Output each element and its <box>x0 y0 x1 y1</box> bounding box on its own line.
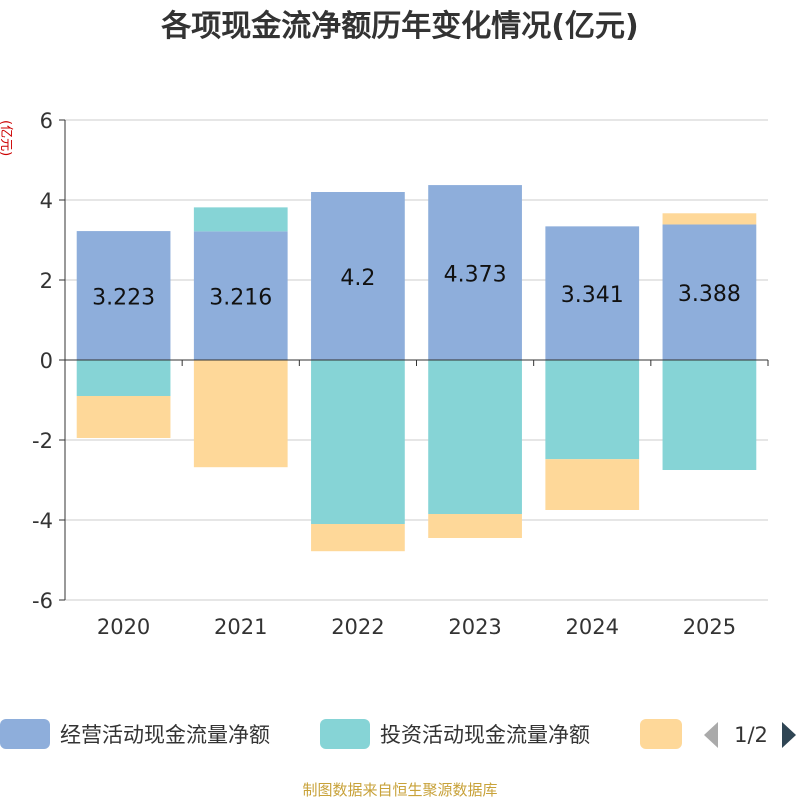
data-label-2024: 3.341 <box>561 283 624 308</box>
y-tick-label: -2 <box>32 429 53 453</box>
bar-2020-series-0 <box>76 231 171 360</box>
data-label-2021: 3.216 <box>209 286 272 311</box>
data-labels-layer: 3.223 3.216 4.2 4.373 3.341 3.388 <box>92 263 741 311</box>
y-tick-label: 2 <box>40 269 53 293</box>
x-tick-label-2023: 2023 <box>448 615 501 639</box>
legend-item-financing[interactable] <box>640 719 682 749</box>
y-tick-label: -6 <box>32 589 53 613</box>
y-tick-label: 0 <box>40 349 53 373</box>
source-footer: 制图数据来自恒生聚源数据库 <box>302 781 497 799</box>
x-tick-label-2025: 2025 <box>683 615 736 639</box>
bar-2021-series-0 <box>193 231 288 360</box>
legend: 经营活动现金流量净额 投资活动现金流量净额 1/2 <box>0 719 796 749</box>
bar-2025-series-2 <box>662 213 757 225</box>
data-label-2023: 4.373 <box>444 263 507 288</box>
bar-2020-series-1 <box>76 360 171 396</box>
data-label-2022: 4.2 <box>340 266 375 291</box>
bar-2024-series-1 <box>545 360 640 460</box>
legend-prev-page-icon[interactable] <box>704 722 718 748</box>
chart-title: 各项现金流净额历年变化情况(亿元) <box>160 9 638 44</box>
bar-2021-series-2 <box>193 360 288 468</box>
legend-swatch-2 <box>640 719 682 749</box>
legend-next-page-icon[interactable] <box>782 722 796 748</box>
bar-2024-series-0 <box>545 226 640 360</box>
bar-2025-series-1 <box>662 360 757 470</box>
legend-label-operating: 经营活动现金流量净额 <box>60 723 270 747</box>
x-tick-label-2022: 2022 <box>331 615 384 639</box>
legend-page-indicator: 1/2 <box>734 723 768 747</box>
bar-2022-series-0 <box>311 192 405 360</box>
x-tick-label-2020: 2020 <box>97 615 150 639</box>
y-tick-label: -4 <box>32 509 53 533</box>
bar-2024-series-2 <box>545 459 640 510</box>
bar-2023-series-1 <box>428 360 522 514</box>
legend-label-investing: 投资活动现金流量净额 <box>380 723 590 747</box>
bar-2021-series-1 <box>193 207 288 232</box>
legend-swatch-0 <box>0 719 50 749</box>
bar-2025-series-0 <box>662 224 757 360</box>
bar-2022-series-1 <box>311 360 405 524</box>
data-label-2025: 3.388 <box>678 282 741 307</box>
data-label-2020: 3.223 <box>92 286 155 311</box>
bar-2020-series-2 <box>76 396 171 438</box>
y-axis-label: (亿元) <box>0 120 13 156</box>
bar-2022-series-2 <box>311 524 405 552</box>
bar-2023-series-0 <box>428 185 522 360</box>
x-tick-label-2021: 2021 <box>214 615 267 639</box>
bars-layer <box>76 185 757 552</box>
legend-swatch-1 <box>320 719 370 749</box>
legend-item-operating[interactable]: 经营活动现金流量净额 <box>0 719 270 749</box>
y-tick-label: 6 <box>40 109 53 133</box>
axes-layer: 6 4 2 0 -2 -4 -6 2020 2021 2022 2023 2024 2025 <box>32 109 769 639</box>
y-tick-label: 4 <box>40 189 53 213</box>
bar-2023-series-2 <box>428 514 522 538</box>
grid-lines <box>65 119 768 601</box>
legend-item-investing[interactable]: 投资活动现金流量净额 <box>320 719 590 749</box>
x-tick-label-2024: 2024 <box>566 615 619 639</box>
